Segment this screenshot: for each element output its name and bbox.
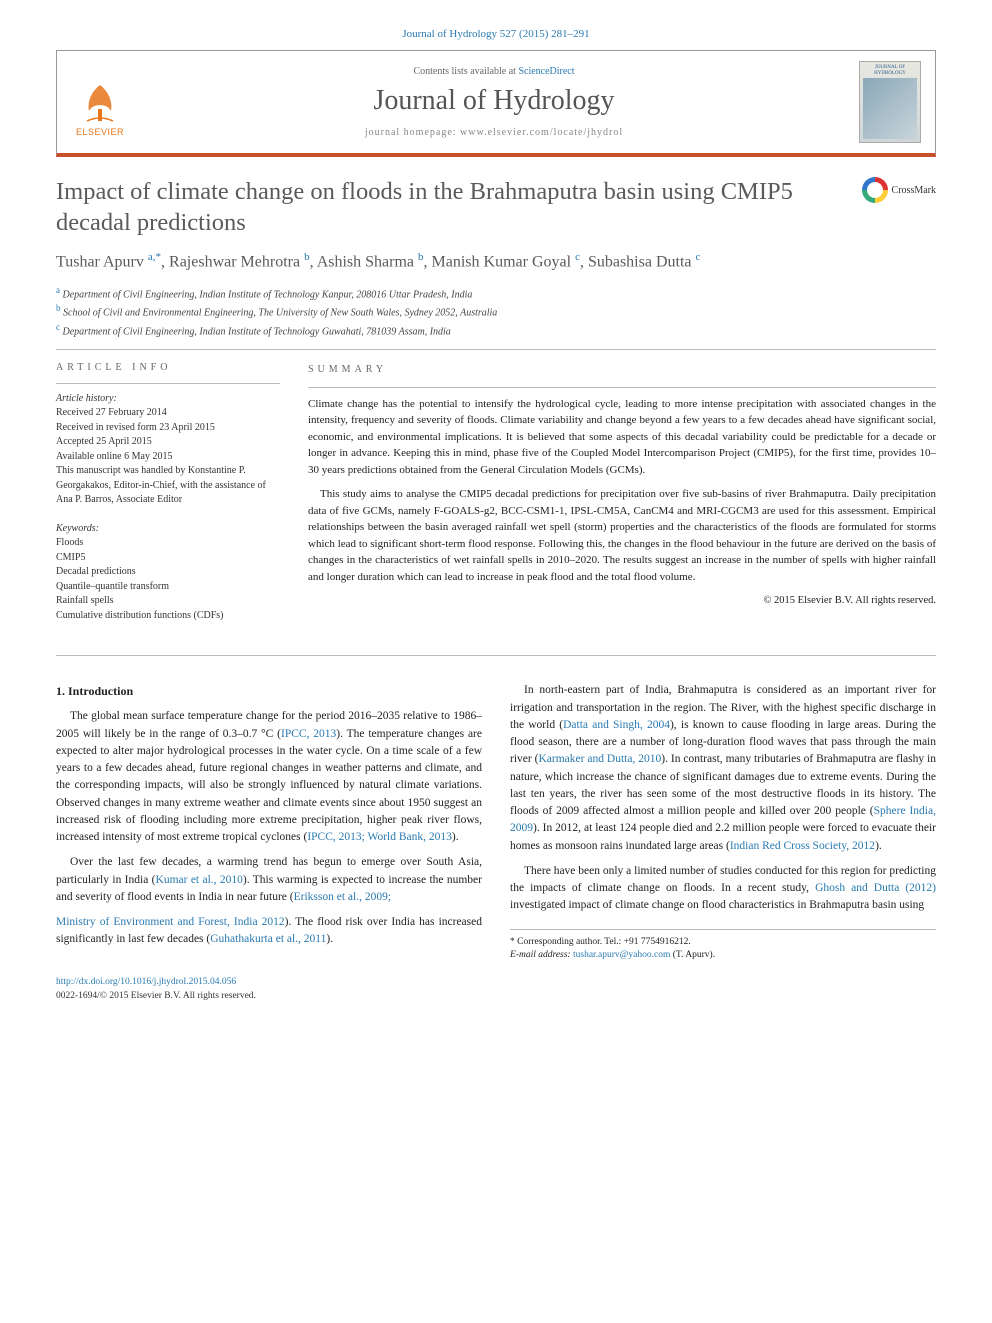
- title-block: CrossMark Impact of climate change on fl…: [56, 177, 936, 238]
- keywords-block: Keywords: FloodsCMIP5Decadal predictions…: [56, 522, 280, 624]
- divider: [56, 349, 936, 350]
- history-line: Available online 6 May 2015: [56, 450, 280, 465]
- summary-paragraph: Climate change has the potential to inte…: [308, 396, 936, 479]
- journal-name: Journal of Hydrology: [143, 85, 845, 117]
- corresponding-line: * Corresponding author. Tel.: +91 775491…: [510, 936, 936, 949]
- article-info-heading: article info: [56, 362, 280, 373]
- summary-paragraph: This study aims to analyse the CMIP5 dec…: [308, 486, 936, 585]
- info-summary-row: article info Article history: Received 2…: [56, 362, 936, 638]
- cover-thumb-title: JOURNAL OF HYDROLOGY: [863, 65, 917, 76]
- corresponding-author-footnote: * Corresponding author. Tel.: +91 775491…: [510, 929, 936, 963]
- email-suffix: (T. Apurv).: [673, 950, 715, 960]
- affiliation-line: b School of Civil and Environmental Engi…: [56, 302, 936, 320]
- body-paragraph: Over the last few decades, a warming tre…: [56, 854, 482, 906]
- divider: [308, 387, 936, 388]
- journal-ref-link[interactable]: Journal of Hydrology 527 (2015) 281–291: [402, 28, 589, 40]
- body-paragraph: The global mean surface temperature chan…: [56, 708, 482, 846]
- keyword-line: Floods: [56, 536, 280, 551]
- summary-heading: summary: [308, 362, 936, 377]
- body-paragraph: There have been only a limited number of…: [510, 863, 936, 915]
- crossmark-icon: [862, 177, 888, 203]
- header-center: Contents lists available at ScienceDirec…: [143, 66, 845, 138]
- divider: [56, 655, 936, 656]
- email-line: E-mail address: tushar.apurv@yahoo.com (…: [510, 949, 936, 962]
- history-line: Received 27 February 2014: [56, 406, 280, 421]
- keyword-line: Cumulative distribution functions (CDFs): [56, 609, 280, 624]
- homepage-prefix: journal homepage:: [365, 127, 460, 138]
- footer-doi-block: http://dx.doi.org/10.1016/j.jhydrol.2015…: [56, 976, 936, 1003]
- history-line: This manuscript was handled by Konstanti…: [56, 464, 280, 508]
- history-line: Received in revised form 23 April 2015: [56, 421, 280, 436]
- body-columns: 1. Introduction The global mean surface …: [56, 682, 936, 962]
- doi-link[interactable]: http://dx.doi.org/10.1016/j.jhydrol.2015…: [56, 977, 236, 987]
- journal-header: ELSEVIER Contents lists available at Sci…: [56, 50, 936, 157]
- article-title: Impact of climate change on floods in th…: [56, 177, 936, 238]
- affiliation-line: a Department of Civil Engineering, India…: [56, 284, 936, 302]
- issn-copyright: 0022-1694/© 2015 Elsevier B.V. All right…: [56, 991, 256, 1001]
- history-line: Accepted 25 April 2015: [56, 435, 280, 450]
- summary-copyright: © 2015 Elsevier B.V. All rights reserved…: [308, 593, 936, 609]
- affiliations: a Department of Civil Engineering, India…: [56, 284, 936, 339]
- elsevier-logo: ELSEVIER: [71, 67, 129, 137]
- body-paragraph: Ministry of Environment and Forest, Indi…: [56, 914, 482, 949]
- crossmark-badge[interactable]: CrossMark: [862, 177, 936, 203]
- keyword-line: Decadal predictions: [56, 565, 280, 580]
- summary-column: summary Climate change has the potential…: [308, 362, 936, 638]
- article-history-block: Article history: Received 27 February 20…: [56, 392, 280, 508]
- keyword-line: Rainfall spells: [56, 594, 280, 609]
- keywords-label: Keywords:: [56, 522, 280, 537]
- homepage-url[interactable]: www.elsevier.com/locate/jhydrol: [460, 127, 623, 138]
- crossmark-label: CrossMark: [892, 185, 936, 196]
- journal-cover-thumbnail: JOURNAL OF HYDROLOGY: [859, 61, 921, 143]
- cover-thumb-image: [863, 78, 917, 139]
- section-heading: 1. Introduction: [56, 682, 482, 700]
- contents-prefix: Contents lists available at: [413, 66, 518, 77]
- elsevier-tree-icon: [77, 81, 123, 127]
- body-paragraph: In north-eastern part of India, Brahmapu…: [510, 682, 936, 855]
- journal-reference: Journal of Hydrology 527 (2015) 281–291: [56, 28, 936, 40]
- article-info-column: article info Article history: Received 2…: [56, 362, 280, 638]
- contents-line: Contents lists available at ScienceDirec…: [143, 66, 845, 77]
- affiliation-line: c Department of Civil Engineering, India…: [56, 321, 936, 339]
- homepage-line: journal homepage: www.elsevier.com/locat…: [143, 127, 845, 138]
- email-label: E-mail address:: [510, 950, 571, 960]
- sciencedirect-link[interactable]: ScienceDirect: [518, 66, 574, 77]
- keyword-line: Quantile–quantile transform: [56, 580, 280, 595]
- elsevier-label: ELSEVIER: [76, 127, 124, 137]
- history-label: Article history:: [56, 392, 280, 407]
- authors-line: Tushar Apurv a,*, Rajeshwar Mehrotra b, …: [56, 250, 936, 274]
- divider: [56, 383, 280, 384]
- keyword-line: CMIP5: [56, 551, 280, 566]
- email-link[interactable]: tushar.apurv@yahoo.com: [573, 950, 670, 960]
